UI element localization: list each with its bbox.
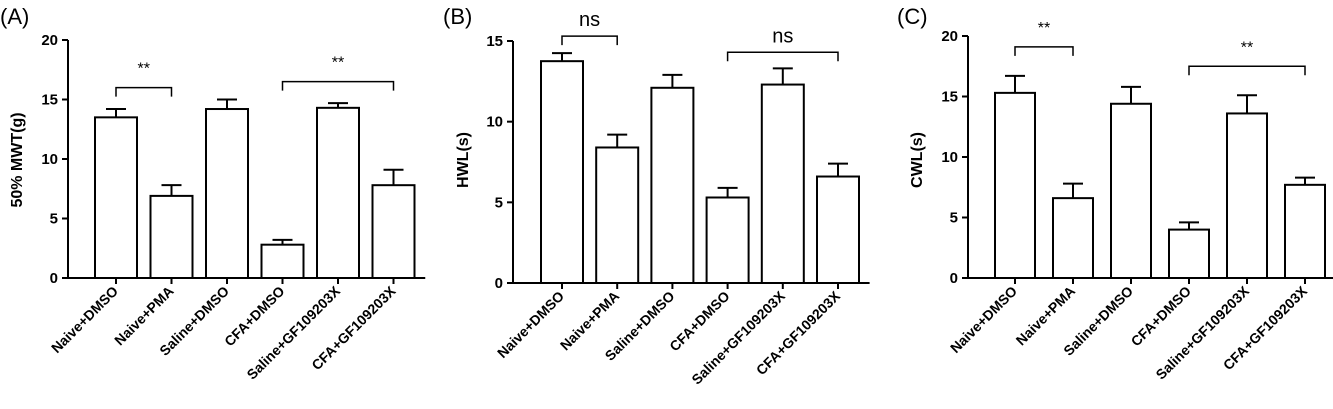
y-tick-label: 0 — [950, 270, 958, 287]
x-tick-label: Naive+DMSO — [48, 283, 121, 356]
bar — [994, 91, 1036, 280]
bar — [650, 86, 695, 284]
panel-c-plot: 05101520Naive+DMSONaive+PMASaline+DMSOCF… — [941, 20, 1333, 382]
bar — [149, 194, 194, 279]
y-tick-label: 5 — [50, 211, 58, 228]
y-tick-label: 10 — [941, 149, 958, 166]
panel-a: (A) 50% MWT(g) 05101520Naive+DMSONaive+P… — [0, 4, 426, 382]
panel-a-ylabel: 50% MWT(g) — [9, 112, 26, 207]
significance-bracket — [726, 51, 839, 62]
bar — [760, 83, 805, 284]
bar — [1226, 112, 1268, 279]
y-tick-label: 10 — [41, 151, 58, 168]
bar — [595, 146, 640, 284]
significance-label: ns — [579, 9, 600, 31]
bar — [1052, 197, 1094, 279]
bar — [260, 243, 305, 279]
panel-a-plot: 05101520Naive+DMSONaive+PMASaline+DMSOCF… — [41, 32, 426, 382]
x-tick-label: Saline+GF109203X — [243, 282, 343, 382]
significance-bracket — [1188, 65, 1306, 76]
bar — [705, 196, 750, 284]
bar — [1284, 183, 1326, 279]
significance-bracket — [1014, 46, 1074, 56]
significance-bracket — [115, 86, 173, 97]
y-tick-label: 0 — [495, 275, 503, 292]
y-tick-label: 5 — [950, 210, 958, 227]
bar — [316, 106, 360, 279]
panel-c-ylabel: CWL(s) — [909, 132, 926, 188]
significance-label: ns — [772, 25, 793, 47]
y-tick-label: 5 — [495, 194, 503, 211]
bar — [816, 175, 860, 285]
panel-b-label: (B) — [443, 4, 472, 29]
y-tick-label: 15 — [41, 92, 58, 109]
x-tick-label: Naive+DMSO — [947, 283, 1020, 356]
y-tick-label: 10 — [486, 114, 503, 131]
y-tick-label: 20 — [41, 32, 58, 49]
significance-label: ** — [332, 55, 344, 72]
x-tick-label: Naive+DMSO — [494, 288, 567, 361]
significance-label: ** — [1241, 39, 1253, 56]
bar — [94, 116, 138, 279]
y-tick-label: 15 — [486, 33, 503, 50]
significance-bracket — [281, 80, 395, 91]
bar — [540, 60, 584, 284]
significance-bracket — [561, 35, 618, 46]
x-tick-label: Saline+GF109203X — [688, 287, 788, 387]
panel-c: (C) CWL(s) 05101520Naive+DMSONaive+PMASa… — [897, 4, 1333, 382]
y-tick-label: 20 — [941, 28, 958, 45]
panel-b-plot: 051015Naive+DMSONaive+PMASaline+DMSOCFA+… — [486, 9, 870, 387]
significance-label: ** — [138, 61, 150, 78]
bar — [1168, 228, 1210, 280]
panel-b-ylabel: HWL(s) — [455, 132, 472, 188]
y-tick-label: 0 — [50, 270, 58, 287]
panel-b: (B) HWL(s) 051015Naive+DMSONaive+PMASali… — [443, 4, 870, 387]
panel-c-label: (C) — [897, 4, 928, 29]
bar — [205, 108, 249, 279]
y-tick-label: 15 — [941, 89, 958, 106]
bar — [371, 184, 416, 279]
panel-a-label: (A) — [0, 4, 29, 29]
significance-label: ** — [1038, 20, 1050, 37]
bar — [1110, 102, 1152, 280]
